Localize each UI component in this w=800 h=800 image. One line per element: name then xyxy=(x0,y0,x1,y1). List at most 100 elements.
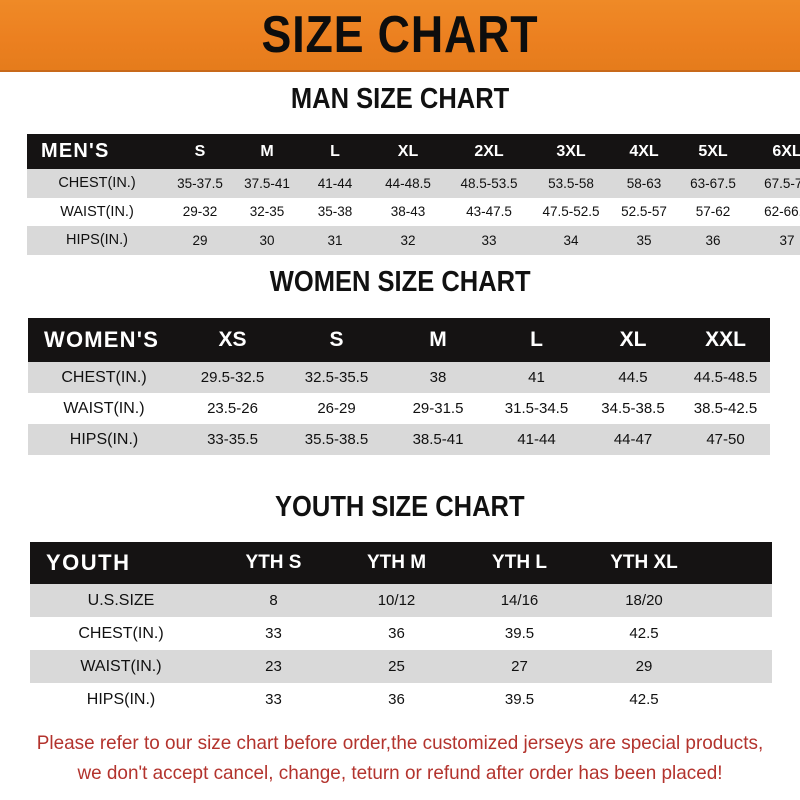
men-corner-label: MEN'S xyxy=(41,140,110,162)
women-corner-label: WOMEN'S xyxy=(44,327,160,352)
women-column-header: L xyxy=(530,328,543,351)
women-cell-value: 23.5-26 xyxy=(207,400,258,417)
men-row-label: WAIST(IN.) xyxy=(60,203,134,220)
men-column-header: XL xyxy=(397,142,419,160)
youth-cell-value: 39.5 xyxy=(504,625,535,642)
men-cell-value: 32 xyxy=(400,232,416,248)
men-cell-value: 33 xyxy=(481,232,497,248)
men-cell-value: 41-44 xyxy=(317,175,353,191)
women-cell-value: 41 xyxy=(528,369,545,386)
men-size-table-wrapper: MEN'S S M L XL 2XL 3XL 4XL 5XL 6XL CHEST(IN.) 35-37… xyxy=(27,134,800,255)
men-cell-value: 37 xyxy=(779,232,795,248)
men-column-header: 4XL xyxy=(629,142,659,160)
men-cell-value: 38-43 xyxy=(390,204,426,220)
men-cell-value: 53.5-58 xyxy=(548,175,594,191)
women-cell-value: 26-29 xyxy=(317,400,356,417)
women-cell-value: 34.5-38.5 xyxy=(601,400,665,417)
youth-cell-value: 42.5 xyxy=(629,625,659,642)
women-cell-value: 29-31.5 xyxy=(412,400,464,417)
women-cell-value: 44.5-48.5 xyxy=(693,369,758,386)
men-column-header: 2XL xyxy=(474,142,504,160)
men-cell-value: 35 xyxy=(636,232,652,248)
men-cell-value: 32-35 xyxy=(249,204,285,220)
youth-cell-value: 27 xyxy=(511,658,528,675)
men-cell-value: 48.5-53.5 xyxy=(460,175,518,191)
disclaimer-line-1: Please refer to our size chart before or… xyxy=(36,732,764,754)
women-column-header: XS xyxy=(218,328,247,351)
table-row: CHEST(IN.) 35-37.5 37.5-41 41-44 44-48.5 48.5… xyxy=(27,169,800,198)
women-row-label: WAIST(IN.) xyxy=(63,399,145,417)
youth-section-title: YOUTH SIZE CHART xyxy=(0,492,800,522)
youth-cell-value: 33 xyxy=(265,625,282,642)
men-section-title: MAN SIZE CHART xyxy=(0,84,800,114)
men-column-header: S xyxy=(194,142,206,160)
women-section-title: WOMEN SIZE CHART xyxy=(0,267,800,297)
men-cell-value: 35-37.5 xyxy=(177,175,223,191)
women-section-title-text: WOMEN SIZE CHART xyxy=(269,266,531,298)
youth-column-header-filler xyxy=(707,542,772,584)
table-row: WAIST(IN.) 23.5-26 26-29 29-31.5 31.5-34.5 34… xyxy=(28,393,770,424)
men-cell-value: 35-38 xyxy=(317,204,353,220)
women-row-label: HIPS(IN.) xyxy=(69,430,139,448)
men-cell-value: 43-47.5 xyxy=(466,204,512,220)
men-column-header: 6XL xyxy=(772,142,800,160)
youth-cell-value: 18/20 xyxy=(625,592,663,609)
youth-row-label: HIPS(IN.) xyxy=(86,690,156,708)
table-row: HIPS(IN.) 33-35.5 35.5-38.5 38.5-41 41-44 44-… xyxy=(28,424,770,455)
youth-cell-value: 8 xyxy=(269,592,278,609)
youth-cell-value: 14/16 xyxy=(500,592,539,609)
men-cell-value: 62-66.5 xyxy=(764,204,800,220)
women-size-table-wrapper: WOMEN'S XS S M L XL XXL CHEST(IN.) 29.5-32.5 32.5… xyxy=(28,318,770,455)
men-section-title-text: MAN SIZE CHART xyxy=(290,83,510,115)
youth-row-label: U.S.SIZE xyxy=(87,591,155,609)
youth-cell-filler xyxy=(707,584,772,617)
table-row: CHEST(IN.) 33 36 39.5 42.5 xyxy=(30,617,772,650)
women-size-table: WOMEN'S XS S M L XL XXL CHEST(IN.) 29.5-32.5 32.5… xyxy=(28,318,770,455)
men-cell-value: 37.5-41 xyxy=(244,175,290,191)
page-title: SIZE CHART xyxy=(261,6,539,64)
women-column-header: XXL xyxy=(705,328,746,351)
men-cell-value: 52.5-57 xyxy=(621,204,667,220)
men-cell-value: 29 xyxy=(192,232,208,248)
women-cell-value: 33-35.5 xyxy=(207,431,258,448)
disclaimer-note: Please refer to our size chart before or… xyxy=(0,728,800,788)
youth-cell-value: 36 xyxy=(388,691,405,708)
men-header-row: MEN'S S M L XL 2XL 3XL 4XL 5XL 6XL xyxy=(27,134,800,169)
women-cell-value: 32.5-35.5 xyxy=(304,369,369,386)
youth-row-label: WAIST(IN.) xyxy=(80,657,162,675)
men-cell-value: 44-48.5 xyxy=(385,175,431,191)
table-row: HIPS(IN.) 33 36 39.5 42.5 xyxy=(30,683,772,716)
youth-column-header: YTH XL xyxy=(610,552,678,573)
men-column-header: L xyxy=(330,142,340,160)
disclaimer-line-2: we don't accept cancel, change, teturn o… xyxy=(77,762,723,784)
men-cell-value: 29-32 xyxy=(182,204,218,220)
men-cell-value: 30 xyxy=(259,232,275,248)
men-cell-value: 47.5-52.5 xyxy=(542,204,600,220)
men-size-table: MEN'S S M L XL 2XL 3XL 4XL 5XL 6XL CHEST(IN.) 35-37… xyxy=(27,134,800,255)
men-cell-value: 36 xyxy=(705,232,721,248)
men-cell-value: 63-67.5 xyxy=(690,175,736,191)
youth-cell-filler xyxy=(707,650,772,683)
youth-corner-label: YOUTH xyxy=(46,550,131,575)
women-cell-value: 44.5 xyxy=(618,369,648,386)
youth-cell-value: 25 xyxy=(388,658,405,675)
youth-column-header: YTH S xyxy=(245,552,302,573)
women-cell-value: 44-47 xyxy=(613,431,653,448)
women-cell-value: 47-50 xyxy=(706,431,745,448)
men-row-label: CHEST(IN.) xyxy=(58,175,136,192)
youth-cell-value: 10/12 xyxy=(377,592,416,609)
youth-cell-value: 36 xyxy=(388,625,405,642)
men-cell-value: 67.5-72 xyxy=(764,175,800,191)
men-cell-value: 57-62 xyxy=(695,204,731,220)
page-banner: SIZE CHART xyxy=(0,0,800,72)
women-column-header: M xyxy=(429,328,447,351)
youth-cell-filler xyxy=(707,683,772,716)
men-column-header: 5XL xyxy=(698,142,728,160)
youth-size-table-wrapper: YOUTH YTH S YTH M YTH L YTH XL U.S.SIZE 8 10/12… xyxy=(30,542,772,716)
women-cell-value: 38.5-42.5 xyxy=(693,400,758,417)
women-cell-value: 35.5-38.5 xyxy=(304,431,369,448)
table-row: WAIST(IN.) 23 25 27 29 xyxy=(30,650,772,683)
women-cell-value: 38.5-41 xyxy=(412,431,464,448)
youth-cell-value: 23 xyxy=(265,658,282,675)
